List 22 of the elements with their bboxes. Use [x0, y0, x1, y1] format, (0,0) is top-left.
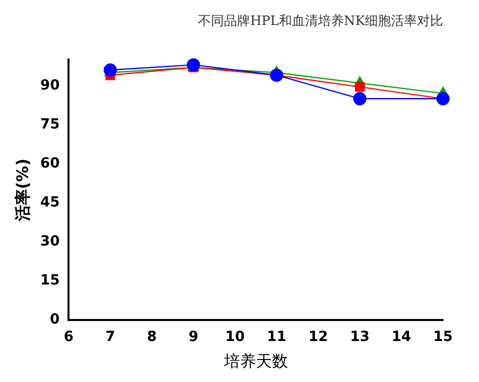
x-tick-label: 15	[433, 329, 453, 346]
point	[354, 82, 365, 92]
y-tick-label: 15	[40, 272, 60, 289]
y-tick-label: 0	[50, 312, 60, 328]
x-tick-label: 14	[392, 329, 412, 346]
x-tick-label: 6	[64, 329, 74, 346]
point	[353, 92, 366, 106]
x-tick-label: 11	[266, 329, 286, 346]
x-tick-label: 7	[105, 329, 116, 346]
x-tick-label: 13	[350, 329, 370, 346]
y-tick-label: 45	[40, 194, 60, 210]
y-tick-label: 60	[40, 155, 60, 172]
x-tick-label: 12	[308, 329, 328, 346]
x-tick-label: 10	[225, 329, 246, 346]
y-tick-label: 30	[40, 234, 60, 250]
y-tick-label: 75	[40, 116, 60, 132]
chart-title: 不同品牌HPL和血清培养NK细胞活率对比	[198, 13, 443, 30]
x-axis-title: 培养天数	[222, 352, 288, 371]
x-tick-label: 9	[188, 329, 198, 346]
y-axis-title: 活率(%)	[12, 158, 32, 222]
y-tick-label: 90	[40, 77, 60, 94]
x-tick-label: 8	[146, 329, 157, 346]
